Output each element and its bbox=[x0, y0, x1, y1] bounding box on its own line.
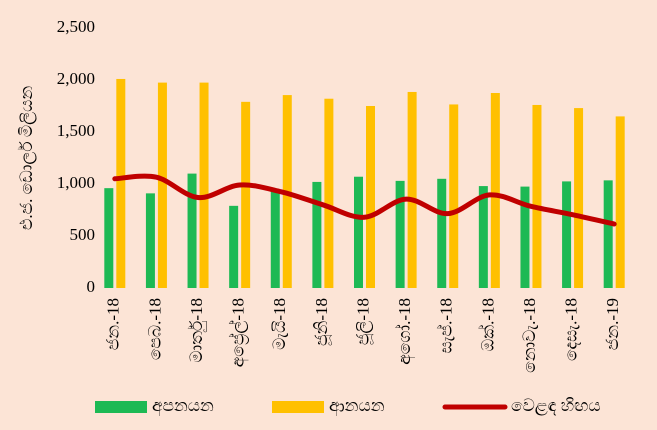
bar bbox=[407, 91, 417, 289]
y-tick-label: 2,500 bbox=[57, 17, 95, 36]
bar bbox=[104, 188, 114, 288]
bar bbox=[574, 108, 584, 288]
bar bbox=[312, 181, 322, 288]
x-tick-label: ජූනි-18 bbox=[312, 298, 332, 346]
x-tick-label: ඔක්.-18 bbox=[478, 298, 497, 351]
bar bbox=[532, 104, 542, 289]
x-tick-label: සැප්.-18 bbox=[436, 298, 455, 353]
x-tick-label: අප්‍රේල්-18 bbox=[228, 298, 249, 367]
bar bbox=[562, 181, 572, 288]
legend-label: අපනයන bbox=[152, 396, 214, 417]
x-tick-label: පෙබ.-18 bbox=[145, 298, 164, 360]
bar bbox=[520, 186, 530, 288]
bar bbox=[395, 180, 405, 288]
legend-swatch bbox=[272, 401, 324, 413]
x-tick-label: ජූලි-18 bbox=[353, 298, 373, 345]
bar bbox=[199, 82, 209, 288]
bar bbox=[449, 104, 459, 288]
x-tick-label: මාර්තු-18 bbox=[187, 298, 207, 363]
bar bbox=[145, 193, 155, 288]
x-tick-label: මැයි-18 bbox=[270, 298, 289, 350]
x-tick-label: අගෝ.-18 bbox=[395, 298, 416, 365]
bar bbox=[229, 205, 239, 288]
bar bbox=[270, 191, 280, 288]
bar bbox=[366, 106, 375, 288]
line bbox=[112, 173, 617, 227]
y-tick-label: 1,000 bbox=[57, 173, 95, 192]
x-tick-label: දෙසැ.-18 bbox=[561, 298, 581, 361]
bar bbox=[187, 173, 197, 288]
y-axis-label: එ.ජ. ඩොලර් මිලියන bbox=[17, 86, 37, 230]
x-tick-label: ජන.-18 bbox=[104, 298, 123, 350]
bar bbox=[603, 180, 613, 288]
y-tick-label: 2,000 bbox=[57, 69, 95, 88]
x-tick-label: නොවැ.-18 bbox=[520, 298, 539, 373]
bar bbox=[324, 98, 334, 288]
y-tick-label: 1,500 bbox=[57, 121, 95, 140]
y-tick-label: 500 bbox=[70, 225, 96, 244]
bar bbox=[437, 178, 447, 288]
bar bbox=[490, 93, 500, 288]
bar bbox=[615, 116, 625, 289]
y-tick-label: 0 bbox=[87, 277, 96, 296]
bar bbox=[157, 82, 167, 288]
legend-label: ආනයන bbox=[329, 396, 385, 417]
legend-swatch bbox=[95, 401, 147, 413]
legend-label: වෙළඳ හිඟය bbox=[511, 396, 601, 416]
bar bbox=[241, 101, 251, 288]
bar bbox=[354, 176, 363, 288]
bar bbox=[478, 186, 488, 288]
x-tick-label: ජන.-19 bbox=[603, 298, 622, 350]
bar bbox=[116, 78, 126, 289]
